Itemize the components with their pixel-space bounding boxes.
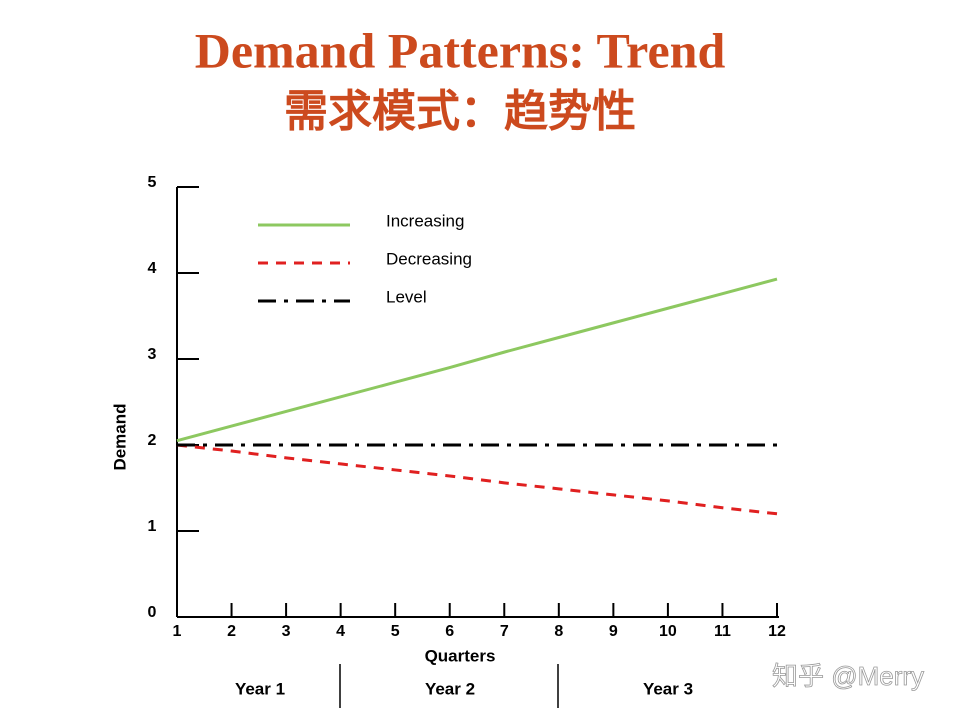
- y-tick-label: 0: [148, 604, 157, 621]
- x-tick-label: 2: [227, 623, 236, 640]
- x-tick-label: 10: [659, 623, 677, 640]
- x-tick-label: 1: [173, 623, 182, 640]
- y-tick-label: 5: [148, 174, 157, 191]
- x-tick-label: 9: [609, 623, 618, 640]
- series-line: [176, 277, 778, 443]
- legend-label: Decreasing: [386, 249, 472, 268]
- x-tick-label: 11: [714, 623, 731, 640]
- year-label: Year 3: [643, 679, 693, 698]
- x-tick-label: 12: [768, 623, 786, 640]
- x-tick-label: 6: [445, 623, 454, 640]
- x-tick-label: 3: [282, 623, 291, 640]
- x-tick-label: 5: [391, 623, 400, 640]
- chart-subtitle: 需求模式：趋势性: [284, 86, 636, 137]
- legend-label: Level: [386, 287, 427, 306]
- y-tick-label: 4: [148, 260, 157, 277]
- legend-label: Increasing: [386, 211, 464, 230]
- x-tick-label: 8: [554, 623, 563, 640]
- x-tick-label: 7: [500, 623, 509, 640]
- watermark: 知乎 @Merry: [772, 661, 924, 691]
- chart-title: Demand Patterns: Trend: [195, 22, 726, 78]
- x-axis-label: Quarters: [425, 646, 496, 665]
- year-label: Year 1: [235, 679, 285, 698]
- y-tick-label: 2: [148, 432, 157, 449]
- y-tick-label: 1: [148, 518, 157, 535]
- series-line: [176, 443, 778, 516]
- y-axis-label: Demand: [110, 403, 129, 470]
- year-label: Year 2: [425, 679, 475, 698]
- x-tick-label: 4: [336, 623, 345, 640]
- y-tick-label: 3: [148, 346, 157, 363]
